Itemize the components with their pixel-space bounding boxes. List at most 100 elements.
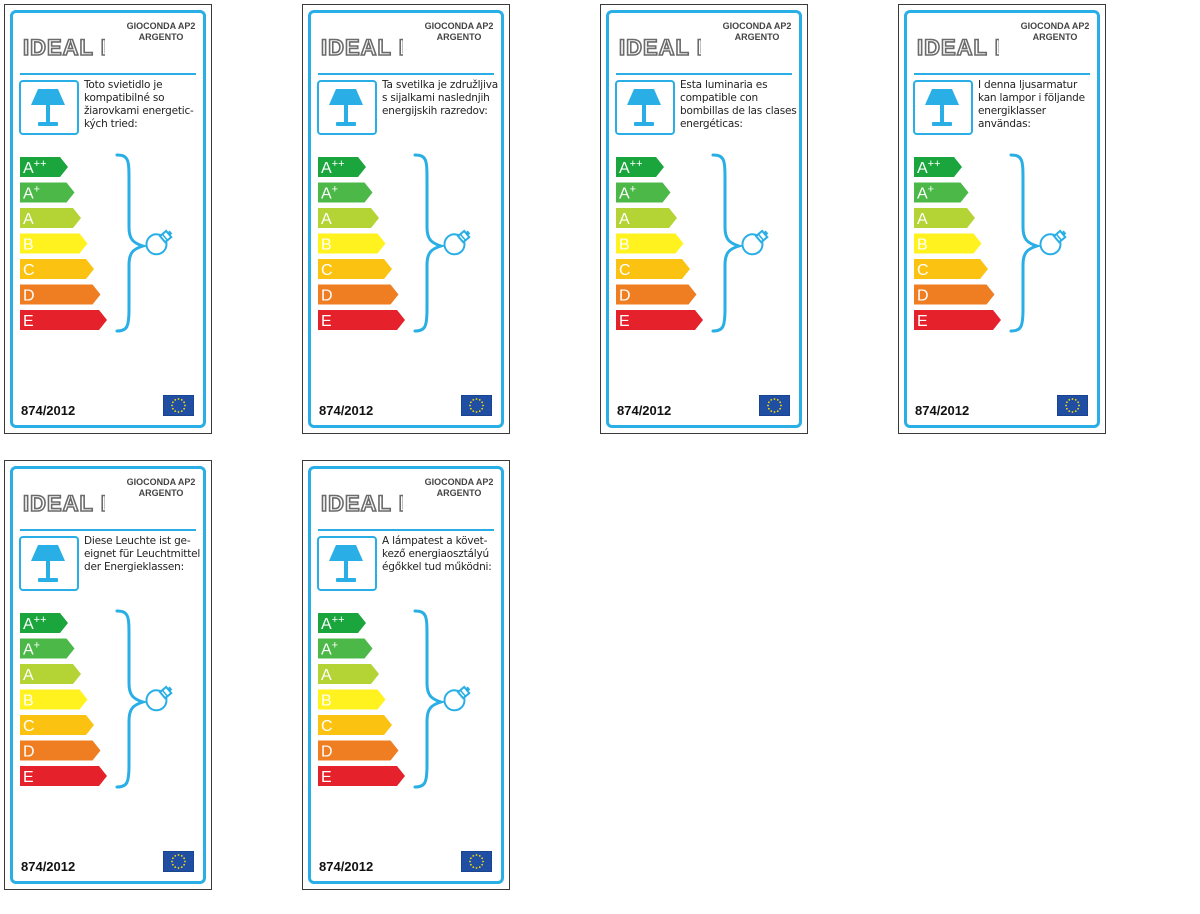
svg-text:C: C — [321, 262, 333, 279]
product-model: GIOCONDA AP2 ARGENTO — [113, 21, 209, 43]
lamp-box — [19, 80, 79, 135]
energy-class-B: B — [20, 233, 88, 254]
energy-class-C: C — [318, 715, 392, 735]
table-lamp-icon — [627, 89, 661, 126]
svg-text:B: B — [321, 693, 332, 710]
energy-class-C: C — [20, 259, 94, 279]
energy-label-1: IDEAL LUX GIOCONDA AP2 ARGENTO Toto svie… — [4, 4, 212, 434]
label-frame: IDEAL LUX GIOCONDA AP2 ARGENTO I denna l… — [904, 10, 1100, 428]
product-model: GIOCONDA AP2 ARGENTO — [1007, 21, 1103, 43]
energy-class-D: D — [20, 284, 101, 305]
energy-class-B: B — [20, 689, 88, 710]
header-divider — [914, 73, 1090, 75]
header-divider — [318, 73, 494, 75]
product-model: GIOCONDA AP2 ARGENTO — [113, 477, 209, 499]
energy-class-C: C — [914, 259, 988, 279]
energy-class-B: B — [318, 689, 386, 710]
model-name: GIOCONDA AP2 — [424, 477, 494, 487]
model-variant: ARGENTO — [138, 488, 184, 498]
bracket-bulb-graphic — [413, 609, 471, 789]
regulation-number: 874/2012 — [21, 403, 76, 418]
table-lamp-icon — [925, 89, 959, 126]
model-name: GIOCONDA AP2 — [1020, 21, 1090, 31]
model-name: GIOCONDA AP2 — [424, 21, 494, 31]
product-model: GIOCONDA AP2 ARGENTO — [411, 477, 507, 499]
energy-label-4: IDEAL LUX GIOCONDA AP2 ARGENTO I denna l… — [898, 4, 1106, 434]
compatibility-text: I denna ljusarmatur kan lampor i följande… — [978, 79, 1096, 131]
eu-flag-icon — [163, 395, 194, 416]
table-lamp-icon — [31, 89, 65, 126]
light-bulb-icon — [145, 685, 173, 712]
energy-class-C: C — [318, 259, 392, 279]
energy-class-Aplus: A+ — [318, 182, 373, 203]
energy-class-B: B — [616, 233, 684, 254]
compatibility-text-line: energéticas: — [680, 118, 743, 130]
table-lamp-icon — [329, 545, 363, 582]
regulation-number: 874/2012 — [319, 859, 374, 874]
label-frame: IDEAL LUX GIOCONDA AP2 ARGENTO A lámpate… — [308, 466, 504, 884]
model-name: GIOCONDA AP2 — [722, 21, 792, 31]
table-lamp-icon — [329, 89, 363, 126]
energy-class-Aplusplus: A++ — [318, 613, 366, 633]
compatibility-text-line: compatible con — [680, 92, 758, 104]
energy-class-A: A — [20, 208, 81, 228]
bracket-bulb-graphic — [711, 153, 769, 333]
compatibility-text-line: Ta svetilka je združljiva — [382, 79, 498, 91]
svg-text:C: C — [619, 262, 631, 279]
light-bulb-icon — [443, 229, 471, 256]
svg-text:IDEAL LUX: IDEAL LUX — [917, 35, 999, 60]
energy-class-D: D — [20, 740, 101, 761]
energy-class-D: D — [914, 284, 995, 305]
svg-text:A: A — [619, 211, 630, 228]
svg-text:C: C — [23, 718, 35, 735]
lamp-box — [913, 80, 973, 135]
compatibility-text-line: användas: — [978, 118, 1031, 130]
compatibility-text-line: energiklasser — [978, 105, 1046, 117]
compatibility-text-line: der Energieklassen: — [84, 561, 184, 573]
compatibility-text-line: kompatibilné so — [84, 92, 165, 104]
energy-class-Aplus: A+ — [318, 638, 373, 659]
bracket-bulb-graphic — [413, 153, 471, 333]
compatibility-text-line: A lámpatest a követ- — [382, 535, 488, 547]
compatibility-text-line: s sijalkami naslednjih — [382, 92, 490, 104]
bracket-bulb-graphic — [115, 153, 173, 333]
compatibility-text: Esta luminaria es compatible con bombillas… — [680, 79, 798, 131]
model-variant: ARGENTO — [1032, 32, 1078, 42]
svg-text:D: D — [23, 288, 35, 305]
energy-class-B: B — [914, 233, 982, 254]
ideal-lux-logo: IDEAL LUX — [917, 34, 999, 61]
header-divider — [318, 529, 494, 531]
label-frame: IDEAL LUX GIOCONDA AP2 ARGENTO Ta svetil… — [308, 10, 504, 428]
svg-text:E: E — [321, 769, 332, 786]
ideal-lux-logo: IDEAL LUX — [23, 34, 105, 61]
model-variant: ARGENTO — [734, 32, 780, 42]
svg-text:E: E — [321, 313, 332, 330]
ideal-lux-logo: IDEAL LUX — [23, 490, 105, 517]
light-bulb-icon — [145, 229, 173, 256]
light-bulb-icon — [443, 685, 471, 712]
compatibility-text: Toto svietidlo je kompatibilné so žiarovka… — [84, 79, 202, 131]
svg-text:B: B — [619, 237, 630, 254]
energy-class-E: E — [318, 766, 405, 786]
energy-class-E: E — [318, 310, 405, 330]
svg-text:E: E — [917, 313, 928, 330]
model-variant: ARGENTO — [436, 32, 482, 42]
svg-text:IDEAL LUX: IDEAL LUX — [321, 491, 403, 516]
energy-class-Aplus: A+ — [20, 638, 75, 659]
svg-text:D: D — [321, 744, 333, 761]
compatibility-text-line: energijskih razredov: — [382, 105, 488, 117]
compatibility-text-line: kan lampor i följande — [978, 92, 1085, 104]
energy-class-D: D — [318, 740, 399, 761]
product-model: GIOCONDA AP2 ARGENTO — [709, 21, 805, 43]
regulation-number: 874/2012 — [915, 403, 970, 418]
svg-text:C: C — [917, 262, 929, 279]
model-variant: ARGENTO — [436, 488, 482, 498]
header-divider — [616, 73, 792, 75]
regulation-number: 874/2012 — [617, 403, 672, 418]
